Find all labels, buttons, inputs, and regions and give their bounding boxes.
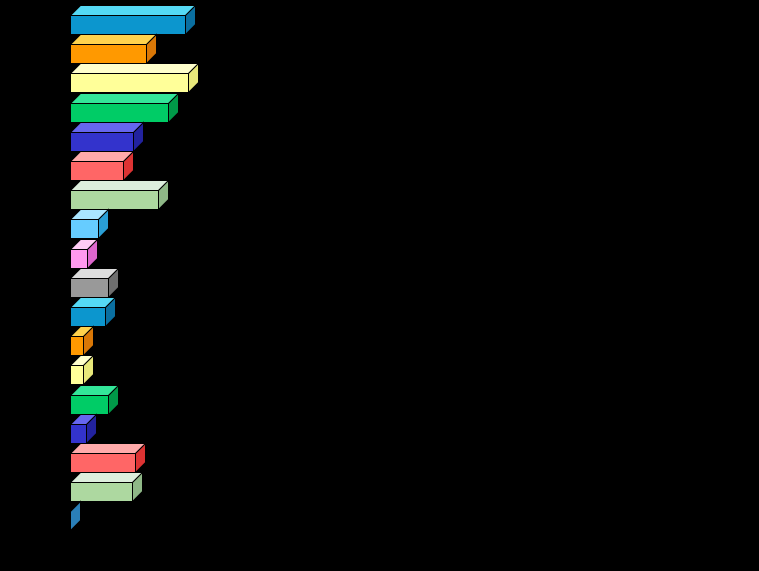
bar-front-face-1 [70,15,186,35]
bar-10[interactable] [69,267,120,299]
bar-front-face-10 [70,277,109,298]
bar-front-face-7 [70,190,159,211]
bar-front-face-9 [70,248,88,269]
bar-front-face-3 [70,73,189,94]
bar-9[interactable] [69,237,99,270]
bar-front-face-16 [70,453,136,473]
bar-front-face-15 [70,423,87,444]
bar-top-face-5 [69,121,145,133]
bar-top-face-4 [69,92,180,104]
bar-front-face-2 [70,44,147,65]
bar-front-face-14 [70,394,109,415]
bar-top-face-3 [69,63,200,75]
bar-front-face-12 [70,336,84,357]
bar-top-face-7 [69,180,170,192]
bar-side-face-18 [70,500,81,533]
bar-front-face-6 [70,161,124,181]
bar-front-face-5 [70,131,134,152]
bar-14[interactable] [69,383,120,416]
bar-17[interactable] [69,471,144,503]
bar-front-face-13 [70,365,84,386]
bar-6[interactable] [69,150,135,182]
bar-front-face-11 [70,307,106,327]
bar-11[interactable] [69,296,117,328]
bar-12[interactable] [69,325,95,357]
bar-top-face-17 [69,472,144,484]
bar-16[interactable] [69,442,147,474]
bar-top-face-2 [69,34,158,46]
bar-2[interactable] [69,33,158,65]
bar-top-face-1 [69,5,197,16]
bar-15[interactable] [69,413,98,445]
bar-1[interactable] [69,4,197,36]
bar-7[interactable] [69,179,170,211]
bar-3[interactable] [69,62,200,95]
bar-top-face-16 [69,443,147,454]
bar-top-face-6 [69,151,135,162]
bar-front-face-4 [70,102,169,123]
bar-13[interactable] [69,354,95,387]
bar-8[interactable] [69,208,110,241]
bar-18[interactable] [70,500,82,533]
bar-5[interactable] [69,121,145,153]
bar-front-face-17 [70,482,133,503]
bar-4[interactable] [69,91,180,124]
bar-front-face-8 [70,219,99,240]
